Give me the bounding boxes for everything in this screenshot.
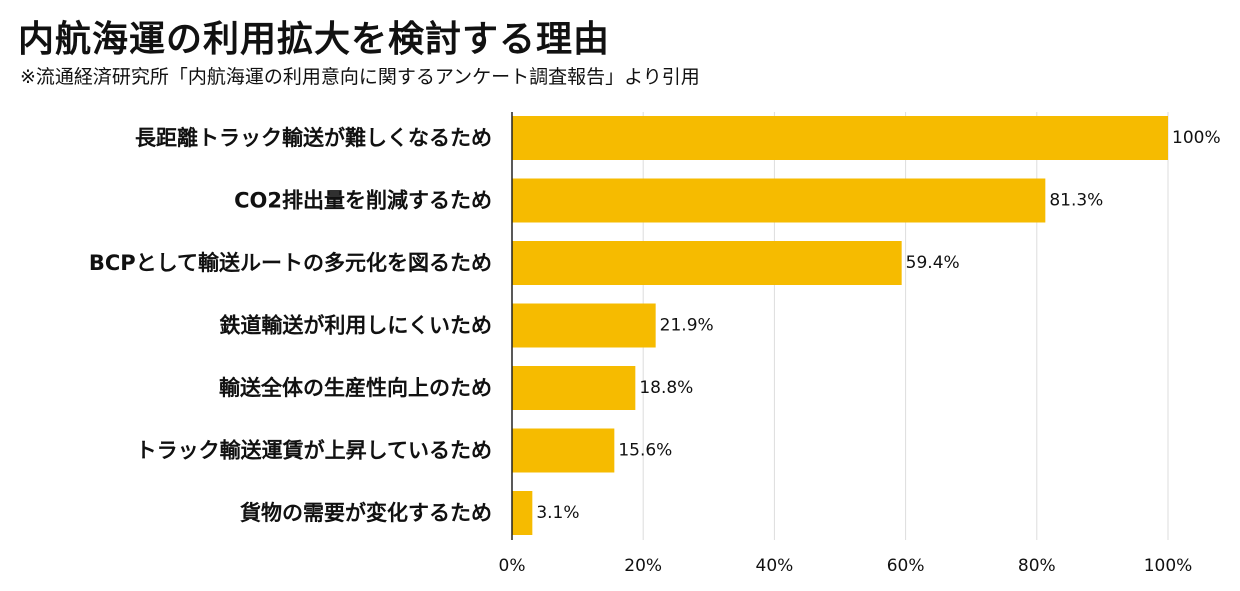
category-label: 貨物の需要が変化するため [240,501,492,525]
value-label: 81.3% [1049,191,1103,211]
category-label: トラック輸送運賃が上昇しているため [136,439,492,463]
bar [512,303,656,348]
category-label: 輸送全体の生産性向上のため [219,376,492,400]
value-label: 21.9% [660,316,714,336]
value-label: 18.8% [639,378,693,398]
x-tick-label: 80% [1018,556,1056,576]
bar [512,178,1046,223]
chart-title: 内航海運の利用拡大を検討する理由 [18,19,611,60]
value-label: 59.4% [906,253,960,273]
category-label: 長距離トラック輸送が難しくなるため [135,126,492,150]
category-label: CO2排出量を削減するため [234,189,492,213]
x-tick-label: 100% [1144,556,1193,576]
x-tick-label: 40% [756,556,794,576]
value-label: 3.1% [536,503,579,523]
bar [512,491,533,535]
bar [512,116,1168,160]
x-tick-label: 0% [499,556,526,576]
bar [512,428,615,473]
value-label: 100% [1172,128,1221,148]
bar [512,241,902,285]
chart-subtitle: ※流通経済研究所「内航海運の利用意向に関するアンケート調査報告」より引用 [20,66,700,88]
value-label: 15.6% [618,441,672,461]
category-label: BCPとして輸送ルートの多元化を図るため [89,251,492,275]
x-tick-label: 20% [624,556,662,576]
bar [512,366,636,410]
category-label: 鉄道輸送が利用しにくいため [219,314,492,338]
x-tick-label: 60% [887,556,925,576]
